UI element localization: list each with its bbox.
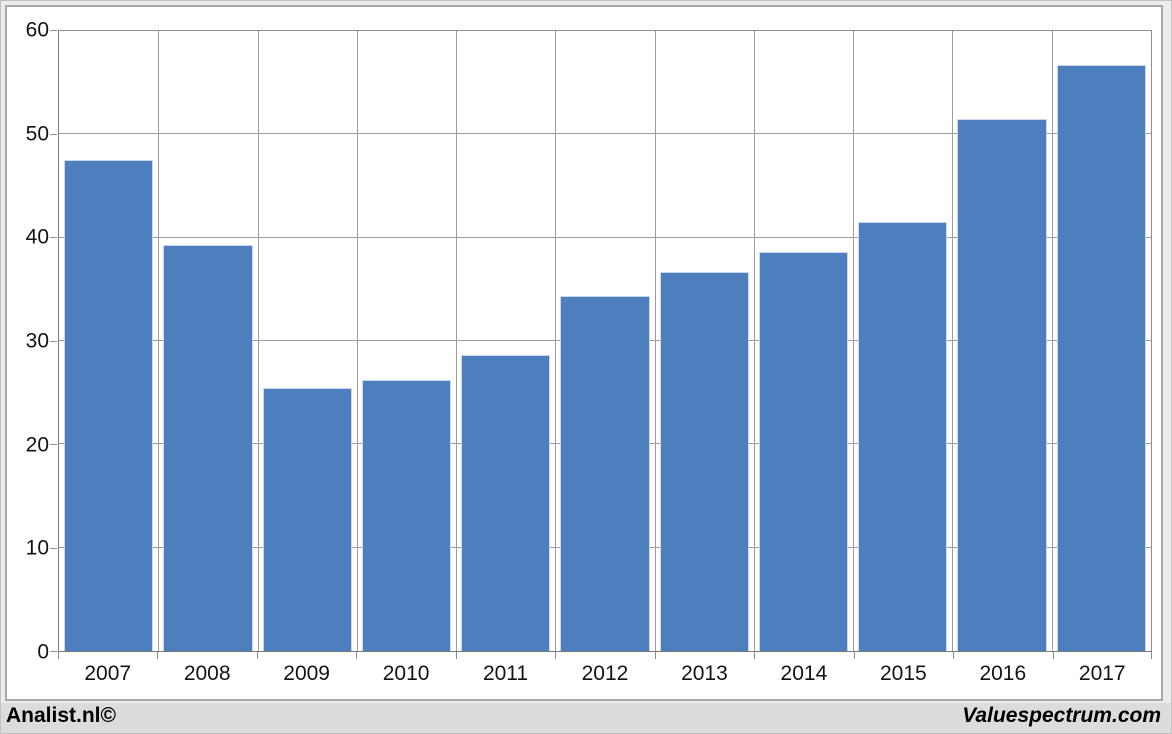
x-tick-mark-9 bbox=[953, 652, 955, 659]
x-tick-mark-11 bbox=[1151, 652, 1152, 659]
x-tick-label-2016: 2016 bbox=[979, 662, 1027, 685]
x-tick-label-2007: 2007 bbox=[84, 662, 132, 685]
x-axis-labels: 2007 2008 2009 2010 2011 2012 2013 2014 2015 2016… bbox=[58, 662, 1152, 686]
bar-2016 bbox=[957, 118, 1047, 651]
bar-2011 bbox=[461, 355, 551, 651]
y-tick-mark-0 bbox=[50, 651, 57, 652]
v-gridline-6 bbox=[654, 31, 656, 651]
bar-slot-2010 bbox=[357, 31, 456, 651]
x-tick-mark-8 bbox=[853, 652, 855, 659]
v-gridline-5 bbox=[555, 31, 557, 651]
bar-2008 bbox=[163, 244, 253, 651]
bar-slot-2017 bbox=[1052, 31, 1151, 651]
chart-panel: 0 10 20 30 40 50 60 2007 2008 2009 2010 2011 2012 20… bbox=[5, 5, 1163, 701]
x-tick-mark-10 bbox=[1052, 652, 1054, 659]
plot-area bbox=[58, 30, 1152, 652]
x-tick-mark-6 bbox=[654, 652, 656, 659]
y-tick-label-10: 10 bbox=[25, 536, 49, 560]
bar-slot-2011 bbox=[456, 31, 555, 651]
bar-2013 bbox=[659, 271, 749, 651]
x-axis-ticks bbox=[58, 652, 1152, 660]
bar-2009 bbox=[262, 387, 352, 651]
y-tick-label-0: 0 bbox=[37, 640, 49, 664]
v-gridline-9 bbox=[952, 31, 954, 651]
h-gridline-50 bbox=[59, 133, 1151, 135]
x-tick-label-2015: 2015 bbox=[879, 662, 927, 685]
y-tick-label-20: 20 bbox=[25, 433, 49, 457]
v-gridline-3 bbox=[356, 31, 358, 651]
x-tick-label-2008: 2008 bbox=[183, 662, 231, 685]
x-tick-label-2009: 2009 bbox=[283, 662, 330, 685]
bar-2014 bbox=[758, 252, 849, 651]
x-tick-mark-5 bbox=[555, 652, 557, 659]
x-tick-mark-2 bbox=[256, 652, 258, 659]
y-tick-label-60: 60 bbox=[25, 18, 49, 42]
bar-2010 bbox=[361, 380, 452, 651]
bar-2012 bbox=[560, 295, 650, 651]
bar-2015 bbox=[858, 222, 948, 651]
y-tick-mark-30 bbox=[50, 340, 57, 342]
brand-valuespectrum: Valuespectrum.com bbox=[962, 704, 1161, 727]
x-tick-label-2012: 2012 bbox=[581, 662, 629, 685]
bars-container bbox=[59, 31, 1151, 651]
x-tick-label-2017: 2017 bbox=[1078, 662, 1126, 685]
x-tick-mark-0 bbox=[58, 652, 59, 659]
y-tick-mark-20 bbox=[50, 444, 57, 445]
v-gridline-4 bbox=[456, 31, 458, 651]
bar-slot-2012 bbox=[555, 31, 654, 651]
v-gridline-7 bbox=[753, 31, 755, 651]
y-tick-label-40: 40 bbox=[25, 225, 49, 249]
bar-slot-2016 bbox=[952, 31, 1051, 651]
v-gridline-8 bbox=[853, 31, 855, 651]
x-tick-label-2013: 2013 bbox=[681, 662, 728, 685]
y-axis: 0 10 20 30 40 50 60 bbox=[7, 20, 49, 663]
bar-slot-2008 bbox=[158, 31, 257, 651]
x-tick-label-2011: 2011 bbox=[482, 662, 529, 685]
x-tick-mark-1 bbox=[157, 652, 159, 659]
bar-2007 bbox=[63, 160, 154, 651]
y-tick-mark-10 bbox=[50, 547, 57, 549]
x-tick-mark-7 bbox=[754, 652, 756, 659]
bar-slot-2009 bbox=[258, 31, 357, 651]
v-gridline-2 bbox=[257, 31, 259, 651]
branding-strip: Analist.nl© Valuespectrum.com bbox=[1, 703, 1171, 733]
bar-slot-2015 bbox=[853, 31, 952, 651]
bar-slot-2013 bbox=[655, 31, 754, 651]
y-tick-label-50: 50 bbox=[25, 122, 49, 146]
y-tick-mark-40 bbox=[50, 237, 57, 238]
h-gridline-40 bbox=[59, 236, 1151, 238]
v-gridline-1 bbox=[158, 31, 160, 651]
bar-slot-2007 bbox=[59, 31, 158, 651]
y-tick-label-30: 30 bbox=[25, 329, 49, 353]
bar-2017 bbox=[1056, 65, 1146, 651]
x-tick-mark-3 bbox=[356, 652, 358, 659]
x-tick-label-2010: 2010 bbox=[382, 662, 430, 685]
y-tick-mark-60 bbox=[50, 30, 57, 31]
bar-slot-2014 bbox=[754, 31, 853, 651]
x-tick-mark-4 bbox=[455, 652, 457, 659]
v-gridline-10 bbox=[1051, 31, 1053, 651]
y-tick-mark-50 bbox=[50, 133, 57, 135]
x-tick-label-2014: 2014 bbox=[780, 662, 828, 685]
brand-analist: Analist.nl© bbox=[6, 704, 116, 727]
